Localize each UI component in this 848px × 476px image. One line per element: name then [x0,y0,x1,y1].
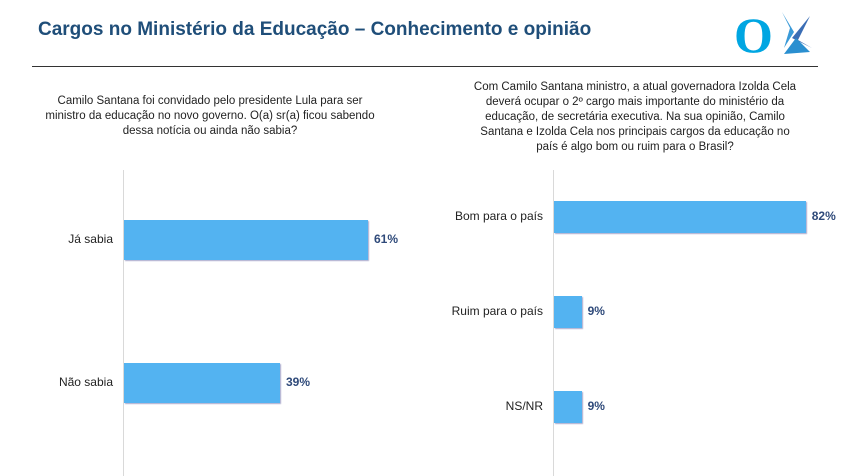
header-divider [32,66,818,67]
category-label: Já sabia [68,232,113,246]
chart1-question: Camilo Santana foi convidado pelo presid… [45,95,375,137]
data-label: 82% [811,209,836,223]
category-label: Bom para o país [454,209,543,223]
logo-o: O [734,8,773,58]
data-label: 9% [587,399,605,413]
logo-mark [782,12,794,48]
bar-n-o-sabia [124,363,280,403]
chart-axis [553,170,554,476]
data-label: 39% [286,375,311,389]
bar-ruim-para-o-pa-s [554,296,582,328]
chart2-question: Com Camilo Santana ministro, a atual gov… [473,81,797,153]
category-label: Ruim para o país [451,304,543,318]
page-title: Cargos no Ministério da Educação – Conhe… [38,19,592,40]
bar-bom-para-o-pa-s [554,201,806,233]
bar-j-sabia [124,220,368,260]
category-label: Não sabia [58,375,113,389]
logo-mark [784,38,810,54]
logo: O [734,8,812,58]
bar-ns-nr [554,391,582,423]
data-label: 9% [587,304,605,318]
chart-axis [123,170,124,476]
category-label: NS/NR [505,399,543,413]
data-label: 61% [374,232,399,246]
